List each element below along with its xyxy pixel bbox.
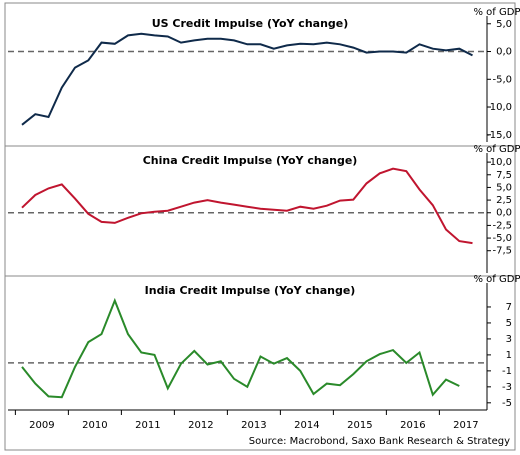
frame (4, 2, 516, 451)
y-tick-label: -2,5 (492, 220, 512, 231)
y-tick-label: -7,5 (492, 246, 512, 257)
x-tick-label: 2014 (294, 420, 319, 431)
y-tick-label: -5 (502, 398, 512, 409)
panel-title: US Credit Impulse (YoY change) (152, 17, 349, 30)
y-tick-label: 10,0 (490, 157, 512, 168)
x-tick-label: 2012 (188, 420, 213, 431)
y-tick-label: 0,0 (496, 208, 512, 219)
y-tick-label: 5 (506, 318, 512, 329)
y-tick-label: 5,0 (496, 19, 512, 30)
y-tick-label: 1 (506, 350, 512, 361)
y-tick-label: 7,5 (496, 170, 512, 181)
y-tick-label: 5,0 (496, 182, 512, 193)
y-axis-label: % of GDP (474, 274, 520, 285)
y-tick-label: 2,5 (496, 195, 512, 206)
y-tick-label: -15,0 (486, 130, 512, 141)
x-tick-label: 2010 (82, 420, 107, 431)
x-tick-label: 2017 (453, 420, 478, 431)
y-tick-label: -10,0 (486, 102, 512, 113)
x-tick-label: 2015 (347, 420, 372, 431)
y-tick-label: -1 (502, 366, 512, 377)
x-tick-label: 2016 (400, 420, 425, 431)
line (21, 32, 473, 126)
y-tick-label: 0,0 (496, 47, 512, 58)
y-tick-label: -3 (502, 382, 512, 393)
x-tick-label: 2009 (29, 420, 54, 431)
source: Source: Macrobond, Saxo Bank Research & … (249, 436, 510, 447)
y-tick-label: -5,0 (492, 233, 512, 244)
x-tick-label: 2011 (135, 420, 160, 431)
line (21, 297, 460, 399)
panel-title: China Credit Impulse (YoY change) (143, 154, 358, 167)
y-tick-label: -5,0 (492, 74, 512, 85)
y-axis-label: % of GDP (474, 144, 520, 155)
x-tick-label: 2013 (241, 420, 266, 431)
line (21, 167, 473, 245)
y-tick-label: 3 (506, 334, 512, 345)
y-axis-label: % of GDP (474, 7, 520, 18)
panel-title: India Credit Impulse (YoY change) (145, 284, 356, 297)
y-tick-label: 7 (506, 302, 512, 313)
